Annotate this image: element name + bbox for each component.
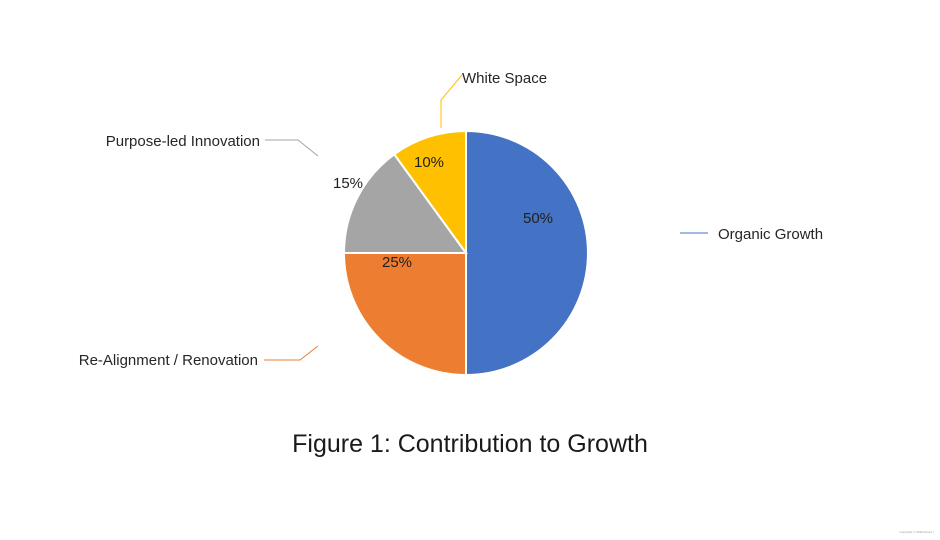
leader-line-white-space [440, 74, 463, 128]
leader-line-re-alignment-renovation [264, 345, 319, 361]
pie-slice-re-alignment-renovation [342, 252, 467, 377]
copyright-note: Copyright © 2018 Future I [899, 530, 934, 534]
category-label-organic-growth: Organic Growth [718, 226, 823, 243]
category-label-re-alignment-renovation: Re-Alignment / Renovation [79, 352, 258, 369]
category-label-purpose-led-innovation: Purpose-led Innovation [106, 133, 260, 150]
data-label-purpose-led-innovation: 15% [333, 175, 363, 192]
data-label-re-alignment-renovation: 25% [382, 254, 412, 271]
pie-slice-organic-growth [465, 129, 589, 377]
data-label-organic-growth: 50% [523, 210, 553, 227]
figure-caption: Figure 1: Contribution to Growth [292, 430, 648, 458]
data-label-white-space: 10% [414, 154, 444, 171]
leader-line-purpose-led-innovation [265, 139, 319, 157]
category-label-white-space: White Space [462, 70, 547, 87]
pie-slice-white-space [392, 129, 467, 257]
pie-slice-purpose-led-innovation [342, 152, 468, 254]
